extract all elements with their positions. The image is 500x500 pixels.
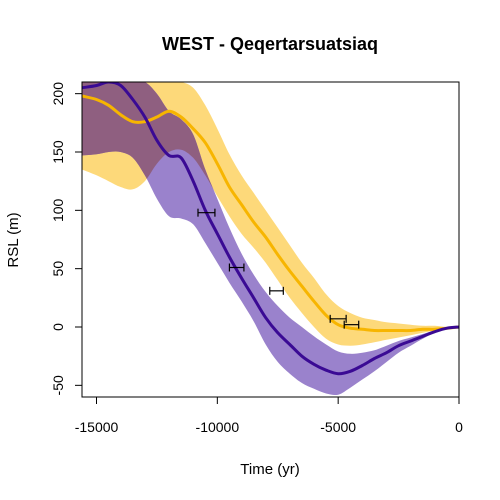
y-tick-label: 200 — [50, 82, 66, 106]
confidence-bands — [82, 82, 459, 396]
series-lines — [82, 82, 459, 376]
purple-confidence-band — [82, 82, 459, 396]
x-tick-label: 0 — [455, 419, 463, 435]
y-tick-label: -50 — [50, 375, 66, 395]
data-point-4 — [329, 314, 347, 323]
x-tick-label: -5000 — [320, 419, 356, 435]
x-tick-label: -10000 — [196, 419, 240, 435]
data-point-2 — [228, 263, 245, 272]
data-points — [197, 208, 360, 329]
y-tick-label: 100 — [50, 198, 66, 222]
x-axis-label: Time (yr) — [240, 461, 299, 478]
y-axis-label: RSL (m) — [5, 212, 22, 267]
y-tick-label: 50 — [50, 261, 66, 277]
x-tick-label: -15000 — [75, 419, 119, 435]
data-point-3 — [269, 286, 284, 295]
y-tick-label: 150 — [50, 140, 66, 164]
x-axis: -15000 -10000 -5000 0 — [75, 396, 463, 435]
y-tick-label: 0 — [50, 323, 66, 331]
purple-series-line — [82, 82, 459, 376]
y-axis: -50 0 50 100 150 200 — [50, 82, 83, 395]
chart-title: WEST - Qeqertarsuatsiaq — [162, 34, 378, 54]
data-point-1 — [197, 208, 216, 217]
data-point-5 — [343, 320, 360, 329]
